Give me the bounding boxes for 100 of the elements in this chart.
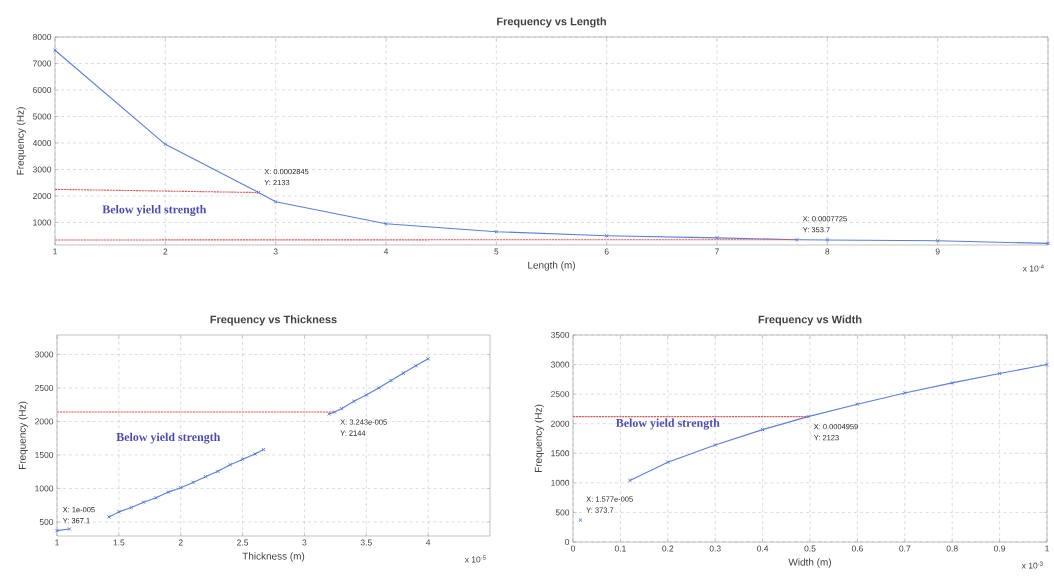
x-tick-label: 0.9 [994, 545, 1006, 552]
chart-title: Frequency vs Thickness [210, 315, 337, 326]
x-tick-label: 3 [273, 248, 278, 255]
x-tick-label: 6 [604, 248, 609, 255]
point [578, 518, 583, 523]
point [106, 514, 112, 519]
point [203, 474, 208, 479]
x-tick-label: 5 [494, 248, 499, 255]
point [240, 457, 245, 462]
y-tick-label: 500 [39, 518, 54, 525]
y-tick-label: 1000 [35, 485, 54, 492]
x-tick-label: 1 [1045, 545, 1049, 552]
y-tick-label: 3000 [34, 351, 54, 358]
point [116, 509, 121, 514]
x-tick-label: 1 [55, 539, 59, 546]
x-tick-label: 2 [178, 539, 183, 546]
y-tick-label: 8000 [33, 34, 52, 40]
y-tick-label: 3500 [550, 332, 570, 338]
x-tick-label: 1 [53, 248, 57, 255]
x-axis-title: Width (m) [788, 558, 831, 568]
x-tick-label: 0.7 [899, 545, 911, 552]
point [228, 462, 233, 467]
x-tick-label: 0.6 [851, 545, 863, 552]
text: x 10$^{-5}$ [464, 555, 486, 563]
point [376, 385, 381, 390]
point [950, 380, 955, 385]
x-tick-label: 0.1 [614, 545, 626, 552]
point [997, 371, 1002, 376]
point [252, 451, 257, 456]
point [713, 442, 718, 448]
y-axis-title: Frequency (Hz) [16, 107, 26, 175]
x-tick-label: 3 [302, 539, 307, 546]
point [604, 233, 609, 238]
y-tick-label: 4000 [32, 139, 52, 146]
x-tick-label: 4 [425, 539, 431, 546]
x-tick-label: 0.5 [804, 545, 816, 552]
text: x 10$^{-3}$ [1021, 561, 1043, 569]
point [935, 238, 940, 243]
point [332, 410, 337, 415]
point [364, 392, 369, 398]
point [665, 460, 670, 465]
x-tick-label: 0.3 [709, 545, 721, 552]
point [67, 526, 72, 532]
y-tick-label: 2500 [551, 391, 570, 398]
point [494, 229, 499, 234]
point [714, 235, 720, 240]
point [855, 402, 860, 407]
y-tick-label: 2000 [33, 192, 52, 199]
y-tick-label: 1500 [35, 451, 54, 458]
point [163, 142, 168, 147]
x-tick-label: 2 [163, 248, 168, 255]
point [141, 500, 146, 505]
x-axis-title: Length (m) [528, 261, 575, 271]
point [215, 469, 220, 474]
x-tick-label: 4 [383, 248, 389, 255]
point [825, 237, 830, 243]
text: x 10$^{-4}$ [1022, 264, 1044, 272]
y-tick-label: 3000 [550, 361, 570, 368]
chart-title: Frequency vs Length [497, 17, 606, 28]
y-axis-title: Frequency (Hz) [534, 404, 544, 473]
point [256, 190, 261, 195]
y-tick-label: 2000 [551, 420, 570, 427]
y-tick-label: 7000 [33, 60, 52, 67]
point [129, 505, 134, 510]
x-tick-label: 0.2 [662, 545, 674, 552]
x-tick-label: 7 [715, 248, 719, 255]
y-tick-label: 2000 [35, 418, 54, 425]
point [166, 490, 171, 495]
point [339, 406, 344, 411]
y-tick-label: 6000 [33, 87, 52, 93]
point [383, 221, 389, 226]
x-tick-label: 0.8 [946, 545, 958, 552]
point [401, 371, 406, 376]
x-tick-label: 0 [570, 545, 576, 552]
annotation: Below yield strength [615, 418, 720, 430]
x-tick-label: 8 [825, 248, 830, 255]
y-axis-title: Frequency (Hz) [18, 401, 28, 470]
x-tick-label: 0.4 [757, 545, 769, 552]
point [261, 447, 266, 452]
chart-title: Frequency vs Width [758, 315, 862, 326]
point [794, 237, 800, 242]
x-tick-label: 1.5 [113, 539, 125, 546]
x-tick-label: 3.5 [360, 539, 372, 546]
point [153, 495, 159, 500]
y-tick-label: 1000 [551, 479, 570, 486]
point [806, 414, 811, 419]
point [178, 485, 183, 490]
y-tick-label: 1000 [33, 219, 52, 226]
annotation: Below yield strength [102, 205, 207, 216]
point [191, 480, 196, 485]
point [902, 390, 907, 396]
point [327, 412, 332, 417]
y-tick-label: 5000 [32, 113, 52, 120]
annotation: Below yield strength [116, 432, 221, 444]
x-tick-label: 2.5 [237, 539, 249, 546]
x-axis-title: Thickness (m) [242, 552, 305, 562]
point [273, 199, 278, 204]
point [351, 399, 356, 404]
y-tick-label: 1500 [551, 450, 570, 457]
y-tick-label: 2500 [35, 384, 54, 391]
